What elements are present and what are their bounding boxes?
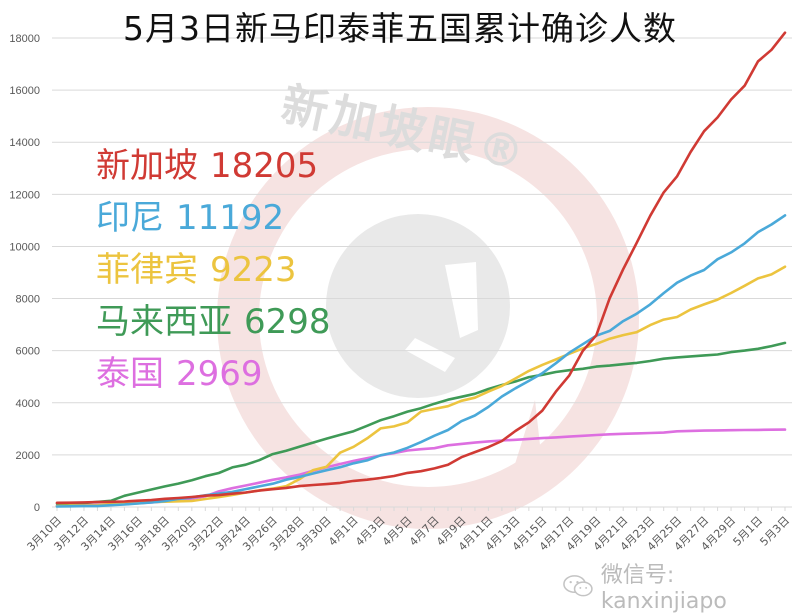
y-axis: 0 2000 4000 6000 8000 10000 12000 14000 16000 180… [9,33,40,514]
wechat-id-text: 微信号: kanxinjiapo [600,563,727,614]
legend-value: 11192 [176,198,285,238]
legend-value: 9223 [210,250,297,290]
series-line-3 [55,341,787,505]
wechat-icon [563,574,593,596]
y-tick-label: 6000 [16,346,40,358]
legend-value: 18205 [210,146,319,186]
series-line-2 [55,265,787,508]
gridlines [52,37,792,456]
y-tick-label: 14000 [9,137,40,149]
y-tick-label: 0 [34,502,40,514]
y-tick-label: 16000 [9,85,40,97]
x-tick-label: 5月3日 [757,514,792,549]
x-tick-label: 4月1日 [326,514,361,549]
y-tick-label: 4000 [16,398,40,410]
legend-value: 6298 [244,302,331,342]
legend-item-malaysia: 马来西亚 6298 [96,296,343,348]
legend-item-indonesia: 印尼 11192 [96,192,343,244]
legend-item-philippines: 菲律宾 9223 [96,244,343,296]
legend-label: 马来西亚 [96,302,232,342]
wechat-watermark: 微信号: kanxinjiapo [562,557,800,614]
legend-item-singapore: 新加坡 18205 [96,140,343,192]
y-tick-label: 10000 [9,241,40,253]
legend: 新加坡 18205 印尼 11192 菲律宾 9223 马来西亚 6298 泰国 2969 [96,140,343,400]
y-tick-label: 2000 [16,450,40,462]
y-tick-label: 12000 [9,189,40,201]
legend-label: 印尼 [96,198,164,238]
x-tick-label: 5月1日 [731,514,766,549]
legend-label: 新加坡 [96,146,198,186]
chart-title: 5月3日新马印泰菲五国累计确诊人数 [123,9,677,48]
y-tick-label: 18000 [9,33,40,45]
watermark-logo-icon [217,107,639,529]
legend-label: 泰国 [96,354,164,394]
legend-value: 2969 [176,354,263,394]
series-lines [55,31,787,508]
y-tick-label: 8000 [16,294,40,306]
series-line-0 [55,31,787,505]
legend-item-thailand: 泰国 2969 [96,348,343,400]
legend-label: 菲律宾 [96,250,198,290]
